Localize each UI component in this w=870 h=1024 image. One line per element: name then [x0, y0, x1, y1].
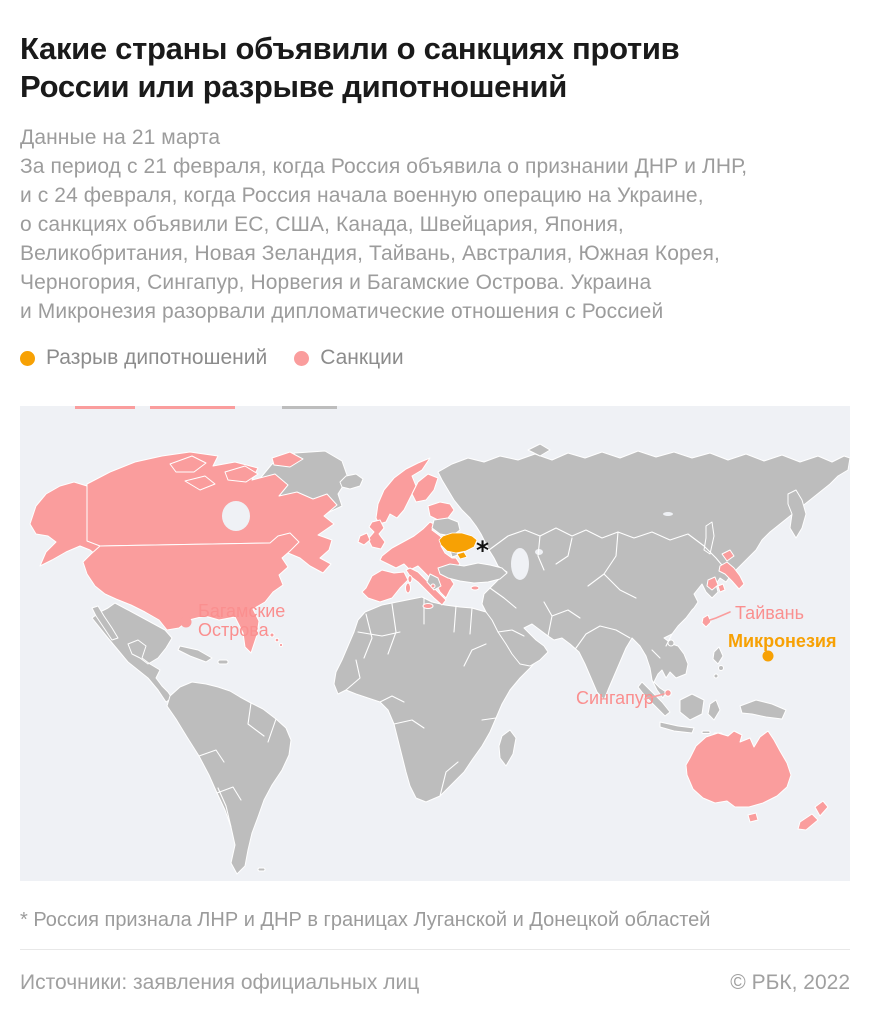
label-taiwan: Тайвань — [735, 603, 804, 623]
island-sicily — [422, 603, 434, 609]
island-cyprus — [470, 585, 480, 591]
micronesia-dot — [762, 650, 774, 662]
country-turkey — [437, 562, 508, 584]
island-sardinia — [405, 582, 411, 594]
region-scandinavia — [375, 457, 431, 525]
legend-item-sanctions: Санкции — [294, 346, 404, 370]
island-new-guinea — [739, 699, 787, 720]
region-baja — [91, 605, 119, 641]
region-crimea — [456, 551, 468, 560]
region-baltics — [427, 501, 455, 521]
region-iberia — [361, 569, 409, 603]
label-micronesia: Микронезия — [728, 631, 836, 651]
divider — [20, 949, 850, 950]
country-iceland — [339, 473, 364, 490]
continent-south-america — [166, 681, 292, 875]
world-map: Багамские Острова Тайвань Микронезия Син… — [20, 406, 850, 881]
label-singapore: Сингапур — [576, 688, 654, 708]
island-tasmania — [747, 812, 759, 823]
label-bahamas-line1: Багамские — [198, 601, 285, 621]
footer-copyright: © РБК, 2022 — [730, 971, 850, 994]
aral-sea — [535, 549, 543, 555]
label-bahamas-line2: Острова — [198, 620, 270, 640]
island-philippines — [712, 646, 724, 665]
hudson-bay — [222, 501, 250, 531]
island-hainan — [667, 639, 675, 647]
country-new-zealand — [797, 800, 829, 831]
novaya-zemlya — [527, 443, 551, 457]
description-text: Данные на 21 марта За период с 21 феврал… — [20, 126, 748, 323]
region-sakhalin — [703, 521, 715, 555]
country-ireland — [357, 532, 371, 546]
country-singapore — [664, 689, 672, 697]
country-montenegro — [430, 583, 436, 589]
country-ukraine — [438, 532, 478, 554]
island-sumatra — [637, 681, 671, 717]
singapore-pointer-line — [644, 693, 665, 700]
island-java — [659, 721, 695, 734]
canada-arctic-islands — [169, 451, 304, 491]
sanctions-dot-icon — [294, 350, 310, 366]
taiwan-pointer-line — [709, 611, 731, 621]
island-philippines — [718, 665, 724, 671]
footer: Источники: заявления официальных лиц © Р… — [20, 971, 850, 995]
legend: Разрыв дипотношений Санкции — [20, 346, 850, 370]
country-finland — [411, 473, 439, 503]
country-australia — [685, 730, 792, 808]
ukraine-asterisk: * — [476, 536, 489, 565]
region-se-asia-islands — [637, 639, 787, 741]
lesser-sunda — [701, 730, 711, 734]
island-corsica — [407, 575, 413, 583]
arctic-slivers — [75, 406, 337, 409]
break-relations-dot-icon — [20, 350, 35, 366]
country-borders — [198, 527, 727, 828]
island-borneo — [679, 693, 705, 721]
bahamas-marker-dot — [180, 616, 192, 628]
legend-label-sanctions: Санкции — [320, 346, 404, 369]
country-japan — [717, 549, 745, 593]
country-usa — [82, 532, 300, 654]
island-philippines — [713, 673, 719, 679]
footer-source: Источники: заявления официальных лиц — [20, 971, 420, 994]
island-sulawesi — [707, 699, 721, 721]
country-uk — [367, 519, 386, 550]
country-cuba — [177, 645, 213, 663]
bahamas-islands — [269, 632, 284, 648]
falkland-islands — [257, 867, 266, 872]
world-map-svg: Багамские Острова Тайвань Микронезия Син… — [29, 406, 850, 875]
country-hispaniola — [217, 659, 229, 665]
legend-item-break-relations: Разрыв дипотношений — [20, 346, 267, 370]
country-madagascar — [498, 729, 517, 767]
continent-africa — [333, 596, 538, 803]
map-annotations: Багамские Острова Тайвань Микронезия Син… — [180, 536, 836, 708]
caspian-sea — [511, 548, 529, 580]
lake-baikal — [663, 512, 673, 516]
legend-label-break-relations: Разрыв дипотношений — [46, 346, 268, 369]
footnote-text: * Россия признала ЛНР и ДНР в границах Л… — [20, 909, 711, 931]
country-taiwan — [701, 614, 712, 628]
country-south-korea — [706, 576, 719, 591]
region-kamchatka — [787, 489, 807, 539]
page-title: Какие страны объявили о санкциях против … — [20, 31, 680, 104]
